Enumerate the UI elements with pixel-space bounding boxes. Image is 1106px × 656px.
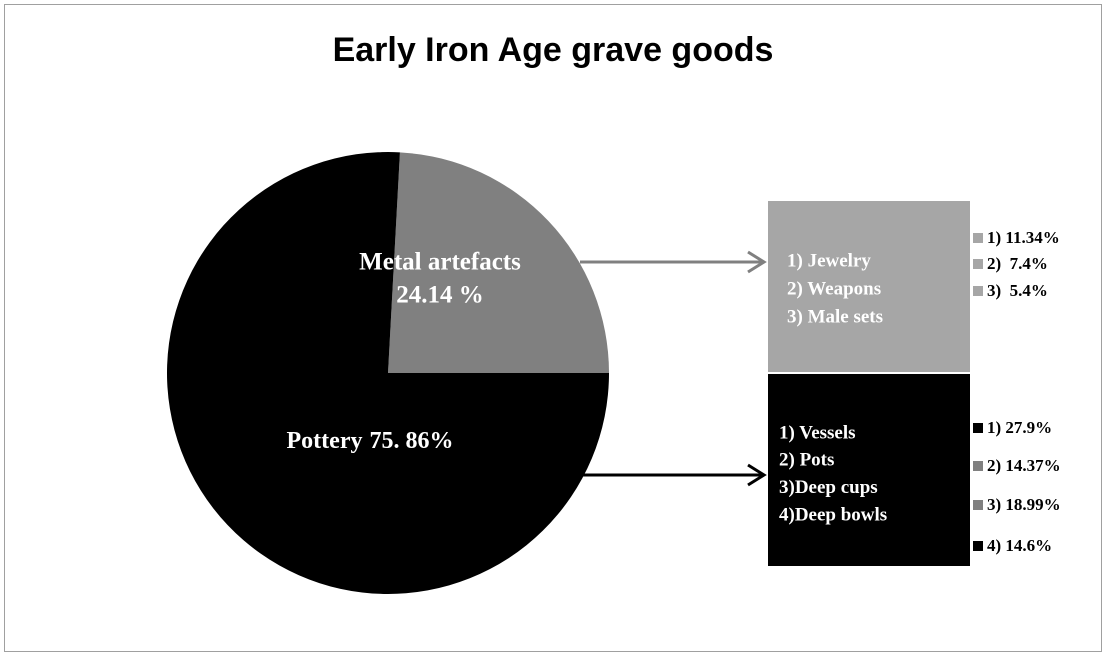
breakout-box [768, 201, 970, 372]
chart-title: Early Iron Age grave goods [333, 31, 774, 69]
arrow-head [747, 250, 767, 274]
breakout-item: 2) Pots [779, 450, 834, 471]
legend-label: 3) 18.99% [987, 495, 1061, 514]
pie-slice [167, 151, 609, 594]
legend-swatch [973, 541, 983, 551]
legend-swatch [973, 233, 983, 243]
breakout-item: 2) Weapons [787, 278, 881, 299]
legend-label: 3) 5.4% [987, 281, 1048, 300]
legend-label: 1) 27.9% [987, 418, 1052, 437]
breakout-item: 3) Male sets [787, 306, 883, 327]
legend-swatch [973, 423, 983, 433]
slice-label: Pottery 75. 86% [287, 428, 454, 454]
breakout-item: 1) Vessels [779, 422, 856, 443]
legend-label: 2) 14.37% [987, 456, 1061, 475]
slice-label: Metal artefacts [359, 249, 521, 276]
legend-swatch [973, 500, 983, 510]
legend-swatch [973, 286, 983, 296]
breakout-item: 4)Deep bowls [779, 504, 887, 525]
breakout-item: 3)Deep cups [779, 477, 878, 498]
slice-value-label: 75. 86% [369, 428, 453, 454]
breakout-box [768, 374, 970, 566]
slice-category: Pottery [287, 428, 363, 454]
legend-label: 1) 11.34% [987, 228, 1060, 247]
legend-label: 2) 7.4% [987, 254, 1048, 273]
pie-slice [388, 152, 609, 373]
arrow-head [747, 463, 767, 487]
slice-value-label: 24.14 % [396, 282, 484, 309]
breakout-item: 1) Jewelry [787, 250, 871, 271]
legend-swatch [973, 461, 983, 471]
legend-swatch [973, 259, 983, 269]
legend-label: 4) 14.6% [987, 536, 1052, 555]
